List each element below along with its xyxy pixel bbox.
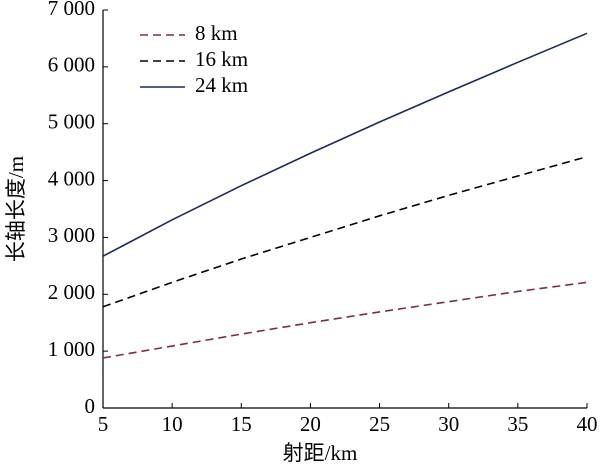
x-tick-label: 40 (577, 412, 598, 436)
x-tick-label: 5 (98, 412, 109, 436)
y-axis-label: 长轴长度/m (4, 156, 28, 262)
x-tick-label: 35 (507, 412, 528, 436)
y-tick-label: 2 000 (48, 280, 95, 304)
y-tick-label: 5 000 (48, 110, 95, 134)
legend-label: 8 km (195, 21, 238, 45)
legend-label: 16 km (195, 47, 248, 71)
x-tick-label: 10 (162, 412, 183, 436)
x-axis-label: 射距/km (283, 441, 358, 465)
y-tick-label: 6 000 (48, 53, 95, 77)
legend-label: 24 km (195, 73, 248, 97)
x-tick-label: 20 (300, 412, 321, 436)
series-line (102, 155, 588, 308)
series-line (102, 32, 588, 257)
x-tick-label: 30 (438, 412, 459, 436)
y-tick-label: 3 000 (48, 223, 95, 247)
x-tick-label: 25 (369, 412, 390, 436)
y-tick-label: 1 000 (48, 337, 95, 361)
series-line (102, 281, 588, 359)
y-tick-label: 7 000 (48, 0, 95, 20)
y-tick-label: 0 (85, 394, 96, 418)
y-tick-label: 4 000 (48, 166, 95, 190)
x-tick-label: 15 (231, 412, 252, 436)
